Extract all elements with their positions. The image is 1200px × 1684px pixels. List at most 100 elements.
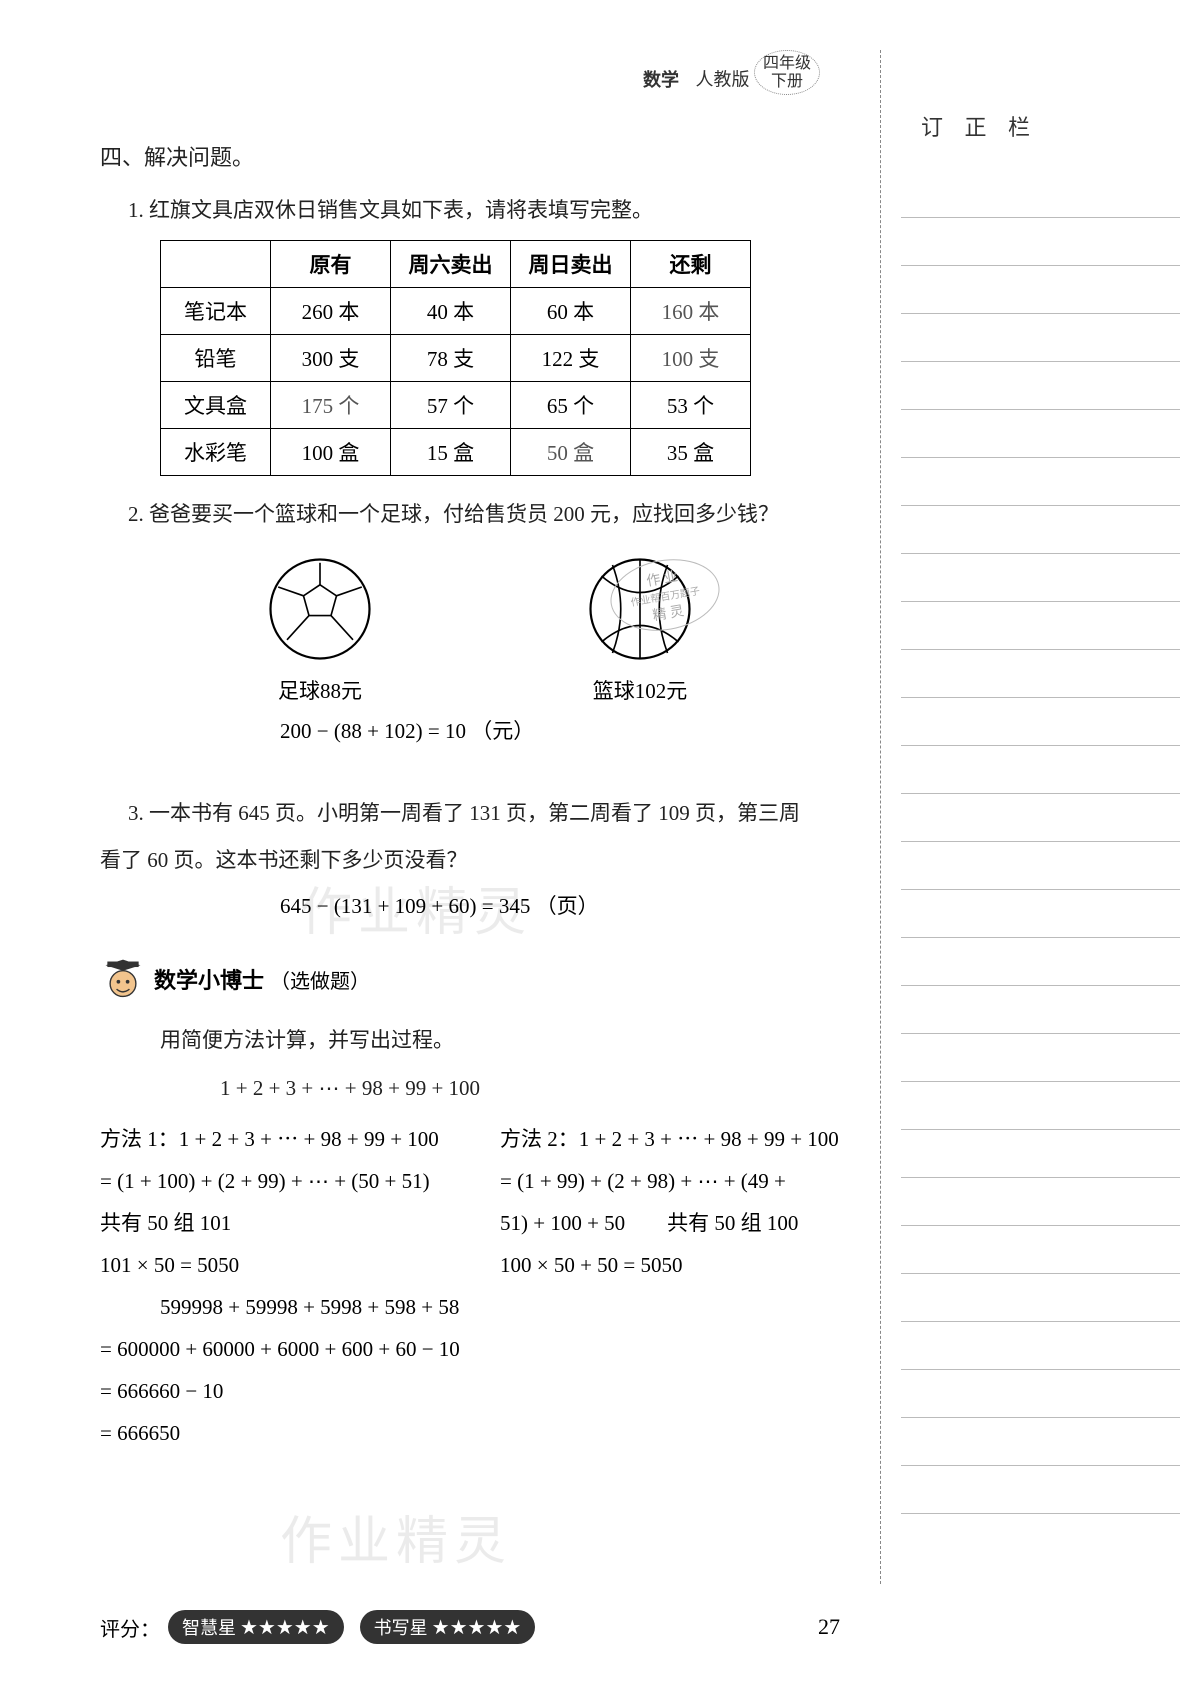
line [901,362,1180,410]
expert-header: 数学小博士 （选做题） [100,956,860,1002]
footer: 评分： 智慧星 ★★★★★ 书写星 ★★★★★ 27 [100,1610,840,1644]
td: 35 盒 [631,428,751,475]
table-header-row: 原有 周六卖出 周日卖出 还剩 [161,240,751,287]
line [901,650,1180,698]
td-answer: 175 个 [271,381,391,428]
td-label: 笔记本 [161,287,271,334]
line [901,746,1180,794]
grade-badge: 四年级 下册 [754,50,820,95]
footer-label: 评分： [100,1613,160,1642]
line [901,314,1180,362]
td: 122 支 [511,334,631,381]
line [901,410,1180,458]
expert-sub: （选做题） [270,965,370,994]
pill2-text: 书写星 [374,1614,428,1640]
line [901,1274,1180,1322]
th: 周日卖出 [511,240,631,287]
subject-label: 数学 [643,70,679,90]
td: 53 个 [631,381,751,428]
line [901,1370,1180,1418]
line [901,1082,1180,1130]
td-label: 文具盒 [161,381,271,428]
basketball-label: 篮球102元 [585,675,695,705]
method2-col: 方法 2：1 + 2 + 3 + ⋯ + 98 + 99 + 100 = (1 … [500,1118,860,1286]
line [901,554,1180,602]
th-blank [161,240,271,287]
q3-text-a: 3. 一本书有 645 页。小明第一周看了 131 页，第二周看了 109 页，… [128,795,860,833]
expert-title: 数学小博士 [154,963,264,995]
m2-line: 51) + 100 + 50 共有 50 组 100 [500,1202,860,1244]
m1-line: 共有 50 组 101 [100,1202,460,1244]
th: 周六卖出 [391,240,511,287]
td: 40 本 [391,287,511,334]
stars: ★★★★★ [432,1615,522,1640]
calc-line: = 666660 − 10 [100,1370,860,1412]
td-answer: 50 盒 [511,428,631,475]
line [901,218,1180,266]
pill1-text: 智慧星 [182,1614,236,1640]
scholar-icon [100,956,146,1002]
m1-line: 方法 1：1 + 2 + 3 + ⋯ + 98 + 99 + 100 [100,1118,460,1160]
watermark: 作业精灵 [280,1499,512,1574]
grade-bottom: 下册 [771,73,803,90]
line [901,458,1180,506]
football-label: 足球88元 [265,675,375,705]
td: 15 盒 [391,428,511,475]
calc-line: 599998 + 59998 + 5998 + 598 + 58 [160,1286,860,1328]
line [901,1130,1180,1178]
line [901,938,1180,986]
table-row: 铅笔 300 支 78 支 122 支 100 支 [161,334,751,381]
expert-series: 1 + 2 + 3 + ⋯ + 98 + 99 + 100 [220,1070,860,1108]
stars: ★★★★★ [240,1615,330,1640]
table-row: 文具盒 175 个 57 个 65 个 53 个 [161,381,751,428]
table-row: 笔记本 260 本 40 本 60 本 160 本 [161,287,751,334]
section-title: 四、解决问题。 [100,140,860,172]
m1-line: = (1 + 100) + (2 + 99) + ⋯ + (50 + 51) [100,1160,460,1202]
line [901,1034,1180,1082]
line [901,842,1180,890]
td: 100 盒 [271,428,391,475]
line [901,1226,1180,1274]
td: 60 本 [511,287,631,334]
line [901,890,1180,938]
line [901,1466,1180,1514]
m2-line: 方法 2：1 + 2 + 3 + ⋯ + 98 + 99 + 100 [500,1118,860,1160]
long-calc: 599998 + 59998 + 5998 + 598 + 58 = 60000… [100,1286,860,1454]
line [901,698,1180,746]
method1-col: 方法 1：1 + 2 + 3 + ⋯ + 98 + 99 + 100 = (1 … [100,1118,460,1286]
football-icon [265,554,375,664]
edition-label: 人教版 [695,70,749,90]
line [901,1418,1180,1466]
main-column: 数学 人教版 四年级 下册 四、解决问题。 1. 红旗文具店双休日销售文具如下表… [0,0,880,1684]
table-row: 水彩笔 100 盒 15 盒 50 盒 35 盒 [161,428,751,475]
th: 还剩 [631,240,751,287]
correction-lines [881,170,1200,1514]
page-number: 27 [818,1614,840,1640]
td: 57 个 [391,381,511,428]
sales-table: 原有 周六卖出 周日卖出 还剩 笔记本 260 本 40 本 60 本 160 … [160,240,751,476]
m2-line: 100 × 50 + 50 = 5050 [500,1244,860,1286]
q3-text-b: 看了 60 页。这本书还剩下多少页没看？ [100,842,860,880]
m1-line: 101 × 50 = 5050 [100,1244,460,1286]
grade-top: 四年级 [763,55,811,72]
td-answer: 100 支 [631,334,751,381]
calc-line: = 666650 [100,1412,860,1454]
writing-star-pill: 书写星 ★★★★★ [360,1610,536,1644]
td-answer: 160 本 [631,287,751,334]
line [901,602,1180,650]
td: 78 支 [391,334,511,381]
line [901,986,1180,1034]
q2-text: 2. 爸爸要买一个篮球和一个足球，付给售货员 200 元，应找回多少钱？ [128,496,860,534]
line [901,1322,1180,1370]
line [901,506,1180,554]
td-label: 铅笔 [161,334,271,381]
wisdom-star-pill: 智慧星 ★★★★★ [168,1610,344,1644]
q3-equation: 645 − (131 + 109 + 60) = 345 （页） [280,890,860,920]
worksheet-page: 数学 人教版 四年级 下册 四、解决问题。 1. 红旗文具店双休日销售文具如下表… [0,0,1200,1684]
th: 原有 [271,240,391,287]
correction-title: 订 正 栏 [921,110,1038,142]
correction-column: 订 正 栏 [880,50,1200,1584]
q2-equation: 200 − (88 + 102) = 10 （元） [280,715,860,745]
stamp-l3: 精 灵 [651,600,685,625]
td: 65 个 [511,381,631,428]
